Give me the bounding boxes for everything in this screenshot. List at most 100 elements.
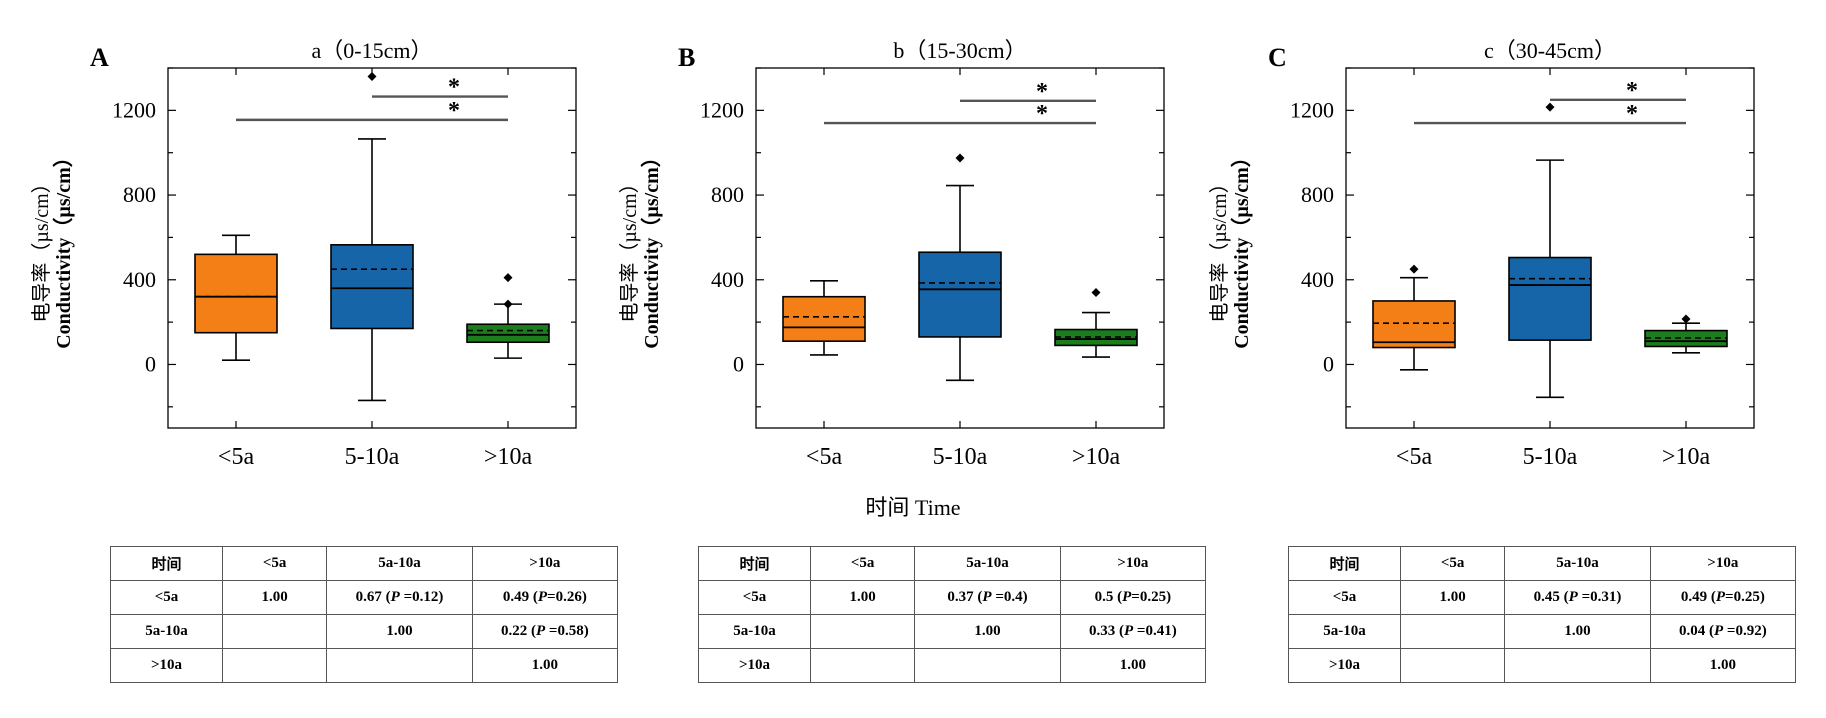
y-tick-label: 1200 [1290, 97, 1334, 122]
table-cell: 5a-10a [914, 546, 1061, 581]
x-category-label: <5a [218, 444, 255, 470]
table-cell [809, 614, 916, 649]
table-row: <5a 1.00 0.67 (P =0.12) 0.49 (P=0.26) [110, 580, 619, 615]
y-tick-label: 1200 [112, 97, 156, 122]
table-cell [221, 648, 328, 683]
table-cell: 1.00 [326, 614, 473, 649]
table-row: >10a 1.00 [698, 648, 1207, 683]
correlation-table-a: 时间 <5a 5a-10a >10a <5a 1.00 0.67 (P =0.12) 0.49… [110, 546, 619, 683]
correlation-table-c: 时间 <5a 5a-10a >10a <5a 1.00 0.45 (P =0.31) 0.49… [1288, 546, 1797, 683]
table-cell [326, 648, 473, 683]
table-cell: >10a [1059, 546, 1207, 581]
box-iqr [1508, 256, 1592, 341]
y-tick-label: 400 [711, 267, 744, 292]
outlier-point [367, 71, 377, 81]
table-row: >10a 1.00 [1288, 648, 1797, 683]
table-cell [221, 614, 328, 649]
table-cell: 5a-10a [1504, 546, 1651, 581]
table-cell: 0.45 (P =0.31) [1504, 580, 1651, 615]
y-tick-label: 800 [1301, 182, 1334, 207]
table-cell: 1.00 [1059, 648, 1207, 683]
table-row: <5a 1.00 0.37 (P =0.4) 0.5 (P=0.25) [698, 580, 1207, 615]
chart-title: b（15-30cm） [893, 38, 1026, 63]
box-iqr [466, 323, 550, 344]
y-axis-label-en: Conductivity（µs/cm） [52, 147, 75, 349]
significance-mark: * [448, 98, 460, 124]
table-cell: 5a-10a [698, 614, 811, 649]
table-header-row: 时间 <5a 5a-10a >10a [110, 546, 619, 581]
table-row: 5a-10a 1.00 0.33 (P =0.41) [698, 614, 1207, 649]
x-category-label: >10a [484, 444, 533, 470]
table-cell: <5a [809, 546, 916, 581]
table-cell: >10a [110, 648, 223, 683]
x-category-label: 5-10a [1523, 444, 1578, 470]
significance-mark: * [448, 75, 460, 101]
table-row: >10a 1.00 [110, 648, 619, 683]
y-axis-label-cn: 电导率（µs/cm） [618, 173, 641, 322]
table-cell: 0.49 (P=0.26) [471, 580, 619, 615]
table-cell [809, 648, 916, 683]
table-cell: <5a [698, 580, 811, 615]
table-cell: 1.00 [1504, 614, 1651, 649]
panel-letter: A [90, 43, 109, 72]
table-cell: 5a-10a [110, 614, 223, 649]
y-tick-label: 800 [711, 182, 744, 207]
y-tick-label: 400 [123, 267, 156, 292]
table-cell: >10a [1649, 546, 1797, 581]
significance-mark: * [1626, 101, 1638, 127]
x-axis-common-label: 时间 Time [865, 495, 961, 520]
panel-c: 0 400 800 1200 <5a 5-10a >10a c（30-45cm） C 电导率（µs… [1178, 0, 1778, 718]
table-cell: 时间 [698, 546, 811, 581]
table-header-row: 时间 <5a 5a-10a >10a [1288, 546, 1797, 581]
table-cell: 0.04 (P =0.92) [1649, 614, 1797, 649]
table-cell: 1.00 [914, 614, 1061, 649]
table-header-row: 时间 <5a 5a-10a >10a [698, 546, 1207, 581]
outlier-point [503, 273, 513, 283]
significance-mark: * [1036, 101, 1048, 127]
box-iqr [1372, 300, 1456, 349]
significance-mark: * [1036, 79, 1048, 105]
table-cell: 1.00 [1399, 580, 1506, 615]
table-cell: 0.67 (P =0.12) [326, 580, 473, 615]
table-cell: >10a [1288, 648, 1401, 683]
outlier-point [1545, 102, 1555, 112]
panel-a: 0 400 800 1200 <5a 5-10a >10a a（0-15cm） A 电导率（µs/… [0, 0, 600, 718]
outlier-point [955, 153, 965, 163]
y-tick-label: 1200 [700, 97, 744, 122]
boxplot-c: 0 400 800 1200 <5a 5-10a >10a c（30-45cm） C 电导率（µs… [1208, 38, 1755, 470]
panel-b: 0 400 800 1200 <5a 5-10a >10a b（15-30cm） B 电导率（µs… [588, 0, 1188, 718]
outlier-point [503, 299, 513, 309]
y-tick-label: 800 [123, 182, 156, 207]
table-cell: >10a [698, 648, 811, 683]
table-cell: 时间 [1288, 546, 1401, 581]
table-cell: 时间 [110, 546, 223, 581]
y-tick-label: 0 [1323, 351, 1334, 376]
box-iqr [782, 295, 866, 342]
x-category-label: >10a [1662, 444, 1711, 470]
panel-letter: C [1268, 43, 1287, 72]
boxplot-a: 0 400 800 1200 <5a 5-10a >10a a（0-15cm） A 电导率（µs/… [30, 38, 577, 470]
table-row: 5a-10a 1.00 0.22 (P =0.58) [110, 614, 619, 649]
table-cell: 5a-10a [326, 546, 473, 581]
table-row: 5a-10a 1.00 0.04 (P =0.92) [1288, 614, 1797, 649]
box-iqr [194, 253, 278, 334]
table-cell [1399, 614, 1506, 649]
table-cell: 0.49 (P=0.25) [1649, 580, 1797, 615]
table-cell: >10a [471, 546, 619, 581]
table-cell: 1.00 [809, 580, 916, 615]
x-category-label: <5a [1396, 444, 1433, 470]
table-cell: 1.00 [471, 648, 619, 683]
table-cell: <5a [221, 546, 328, 581]
table-cell: <5a [1288, 580, 1401, 615]
y-tick-label: 0 [733, 351, 744, 376]
outlier-point [1091, 287, 1101, 297]
y-axis-label-cn: 电导率（µs/cm） [30, 173, 53, 322]
table-cell [1399, 648, 1506, 683]
x-category-label: 5-10a [345, 444, 400, 470]
chart-title: a（0-15cm） [312, 38, 433, 63]
correlation-table-b: 时间 <5a 5a-10a >10a <5a 1.00 0.37 (P =0.4) 0.5 (… [698, 546, 1207, 683]
table-cell: 0.22 (P =0.58) [471, 614, 619, 649]
table-cell: 0.33 (P =0.41) [1059, 614, 1207, 649]
table-cell: <5a [110, 580, 223, 615]
table-row: <5a 1.00 0.45 (P =0.31) 0.49 (P=0.25) [1288, 580, 1797, 615]
